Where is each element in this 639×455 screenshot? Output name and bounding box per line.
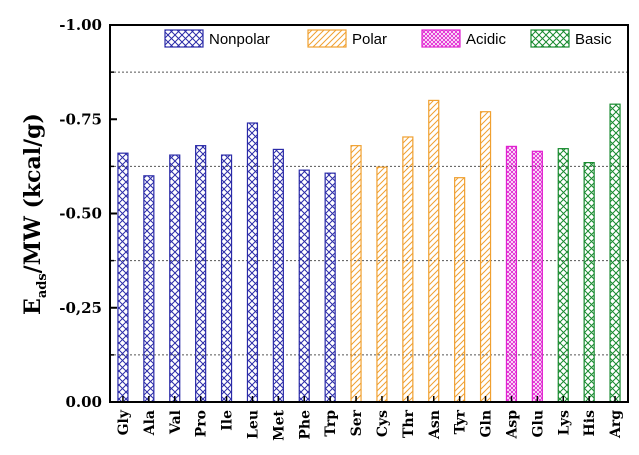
bar-arg <box>609 103 621 403</box>
x-tick-label-his: His <box>582 410 598 437</box>
x-tick-label-met: Met <box>271 409 287 440</box>
legend-swatch-nonpolar <box>164 29 204 48</box>
bar-val <box>169 154 181 403</box>
svg-text:Eads/MW (kcal/g): Eads/MW (kcal/g) <box>20 113 50 315</box>
plot-frame <box>109 24 629 403</box>
bar-asp <box>505 145 518 403</box>
legend-swatch-acidic <box>421 29 461 48</box>
bar-his <box>583 162 595 403</box>
x-tick-label-asp: Asp <box>504 410 520 440</box>
x-tick-label-phe: Phe <box>297 410 313 440</box>
bar-gly <box>117 152 129 403</box>
x-tick-label-leu: Leu <box>245 410 261 439</box>
x-tick-label-thr: Thr <box>401 409 417 438</box>
bar-trp <box>324 172 336 403</box>
y-tick-label: -0.75 <box>59 110 102 128</box>
x-tick-label-pro: Pro <box>194 410 210 437</box>
x-axis: Gly Ala Val Pro Ile Leu Met Phe Trp Ser Cys Thr Asn T… <box>116 396 624 441</box>
bar-glu <box>531 150 543 403</box>
x-tick-label-gln: Gln <box>479 410 495 437</box>
y-tick-label: -0,25 <box>59 299 102 317</box>
x-tick-label-cys: Cys <box>375 410 391 437</box>
x-tick-label-val: Val <box>168 410 184 435</box>
bar-phe <box>298 169 310 403</box>
y-tick-label: -0.50 <box>59 205 102 223</box>
x-tick-label-asn: Asn <box>427 410 443 440</box>
x-tick-label-gly: Gly <box>116 409 132 435</box>
x-tick-label-arg: Arg <box>608 410 624 439</box>
y-tick-label: -1.00 <box>59 16 102 34</box>
bar-cys <box>376 166 388 403</box>
bar-gln <box>479 111 492 403</box>
y-axis: 0.00 -0,25 -0.50 -0.75 -1.00 <box>59 16 117 411</box>
x-tick-label-tyr: Tyr <box>453 409 469 434</box>
bar-pro <box>195 145 207 403</box>
y-tick-label: 0.00 <box>65 393 102 411</box>
bar-met <box>272 148 284 403</box>
bar-ala <box>143 175 155 403</box>
legend-swatch-basic <box>530 29 570 48</box>
bar-ser <box>350 145 362 403</box>
x-tick-label-ile: Ile <box>220 410 236 431</box>
x-tick-label-trp: Trp <box>323 410 339 437</box>
bar-leu <box>246 122 259 403</box>
bar-thr <box>402 136 414 403</box>
bar-ile <box>220 154 233 403</box>
legend-label-acidic: Acidic <box>466 31 507 48</box>
x-tick-label-lys: Lys <box>556 410 572 435</box>
legend-label-nonpolar: Nonpolar <box>209 31 270 48</box>
bar-lys <box>557 148 569 403</box>
x-tick-label-glu: Glu <box>530 410 546 437</box>
bars <box>117 99 621 403</box>
x-tick-label-ala: Ala <box>142 410 158 436</box>
bar-asn <box>428 99 440 403</box>
legend-label-polar: Polar <box>352 31 387 48</box>
y-axis-label: Eads/MW (kcal/g) <box>20 113 50 315</box>
gridlines <box>110 71 628 356</box>
x-tick-label-ser: Ser <box>349 409 365 436</box>
legend-swatch-polar <box>307 29 347 48</box>
legend: Nonpolar Polar Acidic Basic <box>164 29 612 48</box>
bar-tyr <box>454 177 466 403</box>
legend-label-basic: Basic <box>575 31 612 48</box>
